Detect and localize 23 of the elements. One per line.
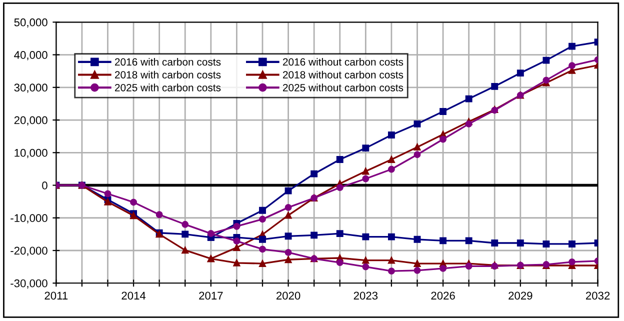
y-tick-label: 30,000 <box>14 84 48 93</box>
y-tick-label: -30,000 <box>10 279 48 289</box>
y-tick-label: 20,000 <box>14 116 48 126</box>
x-tick-label: 2029 <box>508 292 532 300</box>
y-tick-label: 10,000 <box>14 148 48 158</box>
legend-label: 2025 with carbon costs <box>114 84 221 92</box>
legend-label: 2018 with carbon costs <box>114 70 221 78</box>
x-tick-label: 2011 <box>44 292 68 300</box>
legend-label: 2025 without carbon costs <box>282 84 404 92</box>
legend-label: 2018 without carbon costs <box>282 70 404 78</box>
y-tick-label: 40,000 <box>14 51 48 60</box>
x-tick-label: 2020 <box>276 292 300 300</box>
legend-label: 2016 without carbon costs <box>282 58 404 66</box>
x-tick-label: 2026 <box>431 292 455 300</box>
x-tick-label: 2023 <box>354 292 378 300</box>
x-tick-label: 2032 <box>586 292 610 300</box>
x-tick-label: 2014 <box>122 292 146 300</box>
y-tick-label: 0 <box>42 182 48 190</box>
legend-label: 2016 with carbon costs <box>114 58 221 66</box>
y-tick-label: 50,000 <box>14 18 48 28</box>
x-tick-label: 2017 <box>199 292 223 300</box>
y-tick-label: -10,000 <box>10 214 48 224</box>
y-tick-label: -20,000 <box>10 246 48 256</box>
